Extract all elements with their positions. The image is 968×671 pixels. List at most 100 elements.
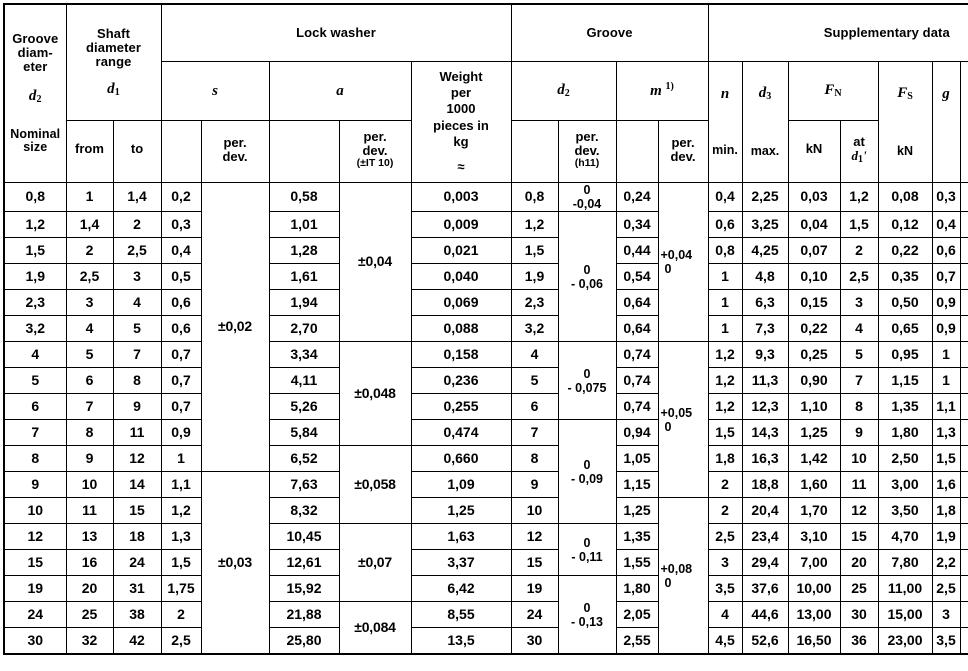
cell-g: 1 bbox=[931, 341, 961, 368]
cell-shaft-from: 4 bbox=[65, 315, 114, 342]
cell-d2-perdev: 0- 0,13 bbox=[557, 575, 617, 655]
cell-s: 1,3 bbox=[160, 523, 202, 550]
cell-m: 1,05 bbox=[615, 445, 659, 472]
cell-shaft-from: 11 bbox=[65, 497, 114, 524]
cell-FS: 4,70 bbox=[877, 523, 933, 550]
cell-FS: 0,08 bbox=[877, 182, 933, 212]
header-shaft-range-label: Shaft diameter range bbox=[86, 25, 141, 69]
cell-shaft-from: 10 bbox=[65, 471, 114, 498]
spec-table-page: Groove diam-eter d2 Nominal size Shaft diam… bbox=[0, 3, 968, 671]
cell-nominal-size: 30 bbox=[3, 627, 67, 655]
cell-FS: 0,65 bbox=[877, 315, 933, 342]
cell-g: 1,5 bbox=[931, 445, 961, 472]
cell-groove-d2: 19 bbox=[510, 575, 559, 602]
header-s-value bbox=[160, 120, 202, 183]
header-FN-unit: kN bbox=[787, 120, 841, 183]
header-d2-groove-value bbox=[510, 120, 559, 183]
table-row: 5680,74,110,23650,741,211,30,9071,1510,6… bbox=[3, 367, 968, 394]
cell-FS: 7,80 bbox=[877, 549, 933, 576]
cell-FS: 15,00 bbox=[877, 601, 933, 628]
table-row: 15 16 24 1,5 12,61 3,37 15 1,55 3 29,4 7,00 20 7,80 2… bbox=[3, 549, 968, 576]
header-a-value bbox=[268, 120, 340, 183]
cell-FN-at: 25 bbox=[839, 575, 879, 602]
cell-FSg: 1,25 bbox=[959, 445, 968, 472]
header-symbol-FSg: FSg kN bbox=[959, 61, 968, 183]
cell-n-min: 1 bbox=[707, 315, 743, 342]
header-a-perdev-tol: (±IT 10) bbox=[356, 157, 394, 170]
cell-weight: 0,236 bbox=[410, 367, 512, 394]
cell-d3-max: 37,6 bbox=[741, 575, 789, 602]
cell-d2-perdev: 0- 0,06 bbox=[557, 211, 617, 342]
cell-FS: 0,35 bbox=[877, 263, 933, 290]
cell-FN: 7,00 bbox=[787, 549, 841, 576]
table-body: 0,8 1 1,4 0,2 ±0,02 0,58 ±0,04 0,003 0,8 0 -0,04 0,… bbox=[3, 182, 968, 655]
cell-d3-max: 7,3 bbox=[741, 315, 789, 342]
cell-s: 0,9 bbox=[160, 419, 202, 446]
cell-FSg: 0,60 bbox=[959, 367, 968, 394]
cell-m: 1,35 bbox=[615, 523, 659, 550]
header-m-value bbox=[615, 120, 659, 183]
cell-s: 2 bbox=[160, 601, 202, 628]
cell-shaft-from: 16 bbox=[65, 549, 114, 576]
table-row: 4 5 7 0,7 3,34 ±0,048 0,158 4 0- 0,075 0,74 +0,05 0… bbox=[3, 341, 968, 498]
header-symbol-n: n min. bbox=[707, 61, 743, 183]
table-row: 6790,75,260,25560,741,212,31,1081,351,10… bbox=[3, 393, 968, 420]
header-symbol-d1: d1 bbox=[107, 80, 120, 98]
cell-shaft-from: 25 bbox=[65, 601, 114, 628]
cell-FSg: 3,30 bbox=[959, 549, 968, 576]
cell-a: 4,11 bbox=[268, 367, 340, 394]
cell-g: 2,2 bbox=[931, 549, 961, 576]
cell-FSg: 1,00 bbox=[959, 419, 968, 446]
header-m-perdev: per. dev. bbox=[657, 120, 709, 183]
cell-n-min: 2,5 bbox=[707, 523, 743, 550]
cell-shaft-to: 31 bbox=[112, 575, 162, 602]
table-row: 3,2 4 5 0,6 2,70 0,088 3,2 0,64 1 7,3 0,22 4 0,65 0,9… bbox=[3, 315, 968, 342]
cell-a-perdev: ±0,07 bbox=[338, 523, 412, 602]
cell-FSg: 2,30 bbox=[959, 523, 968, 550]
cell-FN-at: 15 bbox=[839, 523, 879, 550]
cell-groove-d2: 9 bbox=[510, 471, 559, 498]
cell-weight: 0,021 bbox=[410, 237, 512, 264]
cell-FS: 3,50 bbox=[877, 497, 933, 524]
cell-nominal-size: 1,2 bbox=[3, 211, 67, 238]
cell-m: 0,44 bbox=[615, 237, 659, 264]
cell-shaft-from: 1,4 bbox=[65, 211, 114, 238]
cell-shaft-from: 7 bbox=[65, 393, 114, 420]
cell-a: 25,80 bbox=[268, 627, 340, 655]
cell-a: 15,92 bbox=[268, 575, 340, 602]
cell-shaft-from: 13 bbox=[65, 523, 114, 550]
cell-nominal-size: 12 bbox=[3, 523, 67, 550]
cell-groove-d2: 10 bbox=[510, 497, 559, 524]
cell-n-min: 1,5 bbox=[707, 419, 743, 446]
cell-nominal-size: 24 bbox=[3, 601, 67, 628]
header-weight-approx: ≈ bbox=[457, 159, 465, 174]
cell-FS: 0,22 bbox=[877, 237, 933, 264]
cell-FN-at: 2,5 bbox=[839, 263, 879, 290]
cell-FSg: 1,75 bbox=[959, 497, 968, 524]
cell-nominal-size: 0,8 bbox=[3, 182, 67, 212]
cell-m: 0,54 bbox=[615, 263, 659, 290]
cell-m: 2,55 bbox=[615, 627, 659, 655]
cell-weight: 0,158 bbox=[410, 341, 512, 368]
cell-weight: 0,069 bbox=[410, 289, 512, 316]
cell-FN-at: 9 bbox=[839, 419, 879, 446]
cell-weight: 13,5 bbox=[410, 627, 512, 655]
cell-d3-max: 44,6 bbox=[741, 601, 789, 628]
header-weight: Weight per 1000 pieces in kg ≈ bbox=[410, 61, 512, 183]
header-supplementary: Supplementary data bbox=[707, 3, 968, 62]
cell-FN: 16,50 bbox=[787, 627, 841, 655]
table-row: 9 10 14 1,1 ±0,03 7,63 1,09 9 1,15 2 18,8 1,60 11 3,0… bbox=[3, 471, 968, 655]
cell-m-perdev: +0,05 0 bbox=[657, 341, 709, 498]
cell-m: 0,64 bbox=[615, 315, 659, 342]
cell-shaft-from: 20 bbox=[65, 575, 114, 602]
cell-d3-max: 20,4 bbox=[741, 497, 789, 524]
cell-n-min: 2 bbox=[707, 471, 743, 498]
cell-n-min: 3,5 bbox=[707, 575, 743, 602]
cell-m: 2,05 bbox=[615, 601, 659, 628]
cell-shaft-to: 4 bbox=[112, 289, 162, 316]
table-row: 10 11 15 1,2 8,32 1,25 10 1,25 +0,08 0 2 20,4 1,70 12… bbox=[3, 497, 968, 655]
cell-nominal-size: 15 bbox=[3, 549, 67, 576]
cell-groove-d2: 30 bbox=[510, 627, 559, 655]
cell-s: 1 bbox=[160, 445, 202, 472]
table-row: 2,3 3 4 0,6 1,94 0,069 2,3 0,64 1 6,3 0,15 3 0,50 0,9… bbox=[3, 289, 968, 316]
